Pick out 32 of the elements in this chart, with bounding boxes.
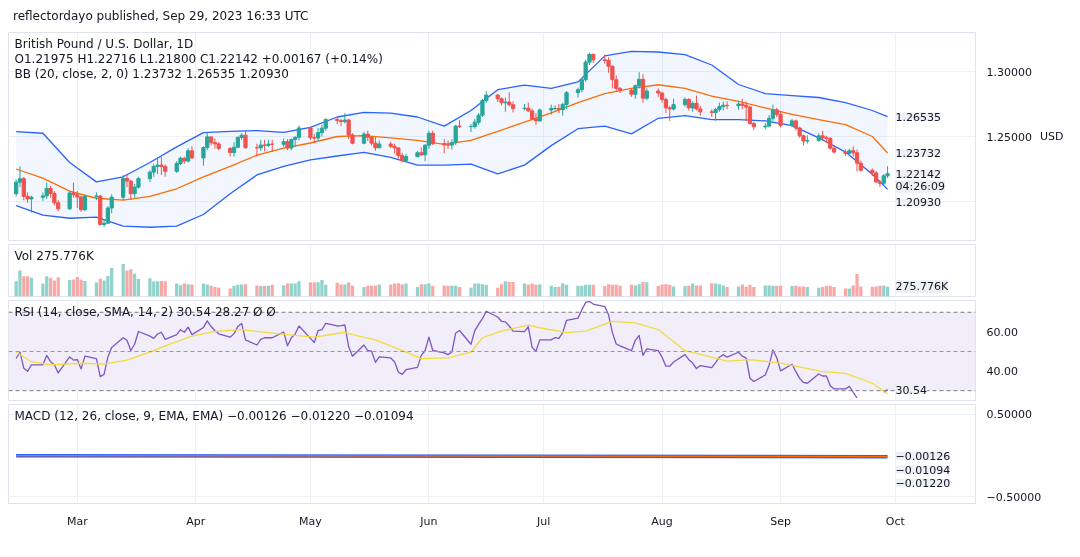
annotation: 1.20930 bbox=[895, 196, 942, 210]
text: reflectordayo published, Sep 29, 2023 16:33 UTC bbox=[13, 8, 309, 25]
annotation: −0.01220 bbox=[895, 476, 951, 490]
x-tick-label: Sep bbox=[770, 514, 791, 528]
y-tick-label: 0.50000 bbox=[986, 408, 1032, 422]
annotation: 30.54 bbox=[895, 383, 928, 397]
y-tick-label: −0.50000 bbox=[986, 490, 1042, 504]
annotation: BB (20, close, 2, 0) 1.23732 1.26535 1.20930 bbox=[14, 66, 289, 81]
annotation: 1.22142 bbox=[895, 167, 942, 181]
annotation: 275.776K bbox=[895, 280, 950, 294]
annotation: 04:26:09 bbox=[895, 180, 945, 194]
y-tick-label: 40.00 bbox=[986, 365, 1018, 379]
text: O1.21975 H1.22716 L1.21800 C1.22142 +0.00167 (+0.14%) bbox=[14, 51, 383, 66]
chart-title: MACD (12, 26, close, 9, EMA, EMA) −0.00126 −0.01220 −0.01094 bbox=[14, 408, 414, 423]
annotation: −0.01094 bbox=[895, 463, 951, 477]
y-axis-title: USD bbox=[1039, 130, 1064, 143]
annotation: 1.26535 bbox=[895, 110, 942, 124]
y-tick-label: 1.30000 bbox=[986, 65, 1032, 79]
annotation: 1.23732 bbox=[895, 146, 942, 160]
x-tick-label: Jun bbox=[419, 514, 438, 528]
x-tick-label: May bbox=[299, 514, 323, 528]
x-tick-label: Oct bbox=[885, 514, 906, 528]
x-tick-label: Jul bbox=[535, 514, 551, 528]
chart-title: Vol 275.776K bbox=[14, 248, 95, 263]
annotation: −0.00126 bbox=[895, 449, 951, 463]
chart-title: RSI (14, close, SMA, 14, 2) 30.54 28.27 Ø Ø bbox=[14, 304, 276, 319]
x-tick-label: Apr bbox=[186, 514, 206, 528]
x-tick-label: Mar bbox=[66, 514, 89, 528]
x-tick-label: Aug bbox=[651, 514, 673, 528]
y-tick-label: 1.25000 bbox=[986, 130, 1032, 144]
chart-title: British Pound / U.S. Dollar, 1D bbox=[14, 36, 194, 51]
y-tick-label: 60.00 bbox=[986, 325, 1018, 339]
